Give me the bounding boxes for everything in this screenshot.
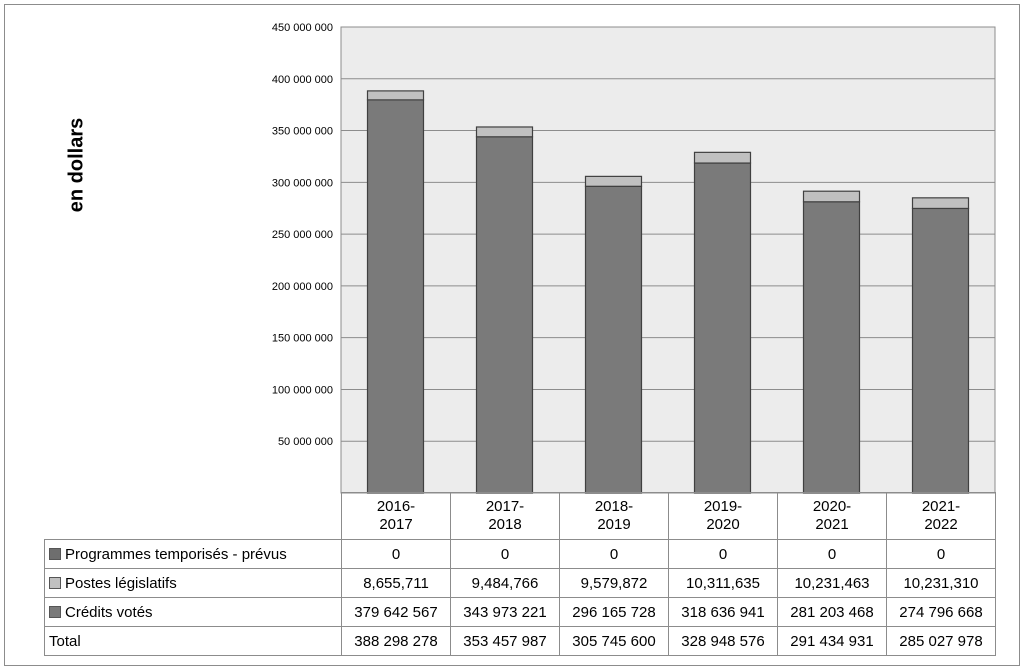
bars (366, 90, 970, 494)
data-label: 0 (777, 539, 887, 569)
y-tick-label: 400 000 000 (272, 74, 333, 86)
table-row: Crédits votés 379 642 567 343 973 221 296 1… (44, 597, 996, 627)
bar-segment (693, 162, 752, 494)
data-label: 296 165 728 (559, 597, 669, 627)
data-table: 2016- 2017 2017- 2018 2018- 2019 2019- 2020 2020… (44, 492, 996, 656)
y-tick-label: 450 000 000 (272, 22, 333, 34)
y-tick-label: 50 000 000 (278, 436, 333, 448)
legend-entry: Programmes temporisés - prévus (44, 539, 342, 569)
category-label: 2021- 2022 (886, 492, 996, 540)
legend-swatch (49, 576, 61, 589)
bar-segment (802, 201, 861, 494)
y-tick-label: 300 000 000 (272, 177, 333, 189)
category-label: 2018- 2019 (559, 492, 669, 540)
category-label: 2020- 2021 (777, 492, 887, 540)
bar-segment (911, 207, 970, 494)
data-label: 10,311,635 (668, 568, 778, 598)
bar-segment (366, 99, 425, 494)
data-label: 9,579,872 (559, 568, 669, 598)
data-label: 0 (886, 539, 996, 569)
data-label: 0 (668, 539, 778, 569)
bar-segment (584, 185, 643, 494)
legend-swatch (49, 547, 61, 560)
table-header-row: 2016- 2017 2017- 2018 2018- 2019 2019- 2020 2020… (44, 492, 996, 540)
y-axis-label: en dollars (65, 117, 88, 213)
grid-lines (341, 26, 995, 442)
data-label: 318 636 941 (668, 597, 778, 627)
data-label: 0 (559, 539, 669, 569)
data-label: 353 457 987 (450, 626, 560, 656)
data-label: 379 642 567 (341, 597, 451, 627)
bar-segment (911, 197, 970, 210)
legend-entry: Total (44, 626, 342, 656)
bar-segment (366, 90, 425, 101)
data-label: 9,484,766 (450, 568, 560, 598)
data-label: 281 203 468 (777, 597, 887, 627)
y-tick-label: 150 000 000 (272, 333, 333, 345)
data-label: 0 (341, 539, 451, 569)
table-corner (44, 492, 342, 540)
data-label: 328 948 576 (668, 626, 778, 656)
data-label: 10,231,463 (777, 568, 887, 598)
y-tick-labels: 50 000 000 100 000 000 150 000 000 200 000 … (272, 22, 333, 448)
bar-segment (802, 190, 861, 203)
bar-segment (693, 151, 752, 164)
data-label: 305 745 600 (559, 626, 669, 656)
legend-entry: Postes législatifs (44, 568, 342, 598)
plot-area (340, 26, 996, 494)
legend-swatch (49, 605, 61, 618)
category-label: 2019- 2020 (668, 492, 778, 540)
y-tick-label: 350 000 000 (272, 126, 333, 138)
bar-segment (475, 126, 534, 138)
bar-segment (584, 175, 643, 187)
data-label: 274 796 668 (886, 597, 996, 627)
y-tick-label: 100 000 000 (272, 384, 333, 396)
data-label: 8,655,711 (341, 568, 451, 598)
data-label: 0 (450, 539, 560, 569)
y-axis-label-box: en dollars (62, 100, 92, 230)
data-label: 388 298 278 (341, 626, 451, 656)
table-row: Total 388 298 278 353 457 987 305 745 600 32… (44, 626, 996, 656)
category-label: 2017- 2018 (450, 492, 560, 540)
category-label: 2016- 2017 (341, 492, 451, 540)
y-tick-label: 200 000 000 (272, 281, 333, 293)
bar-segment (475, 136, 534, 494)
legend-entry: Crédits votés (44, 597, 342, 627)
data-label: 291 434 931 (777, 626, 887, 656)
y-tick-label: 250 000 000 (272, 229, 333, 241)
table-row: Postes législatifs 8,655,711 9,484,766 9,57… (44, 568, 996, 598)
data-label: 285 027 978 (886, 626, 996, 656)
data-label: 10,231,310 (886, 568, 996, 598)
data-label: 343 973 221 (450, 597, 560, 627)
table-row: Programmes temporisés - prévus 0 0 0 0 0 0 (44, 539, 996, 569)
